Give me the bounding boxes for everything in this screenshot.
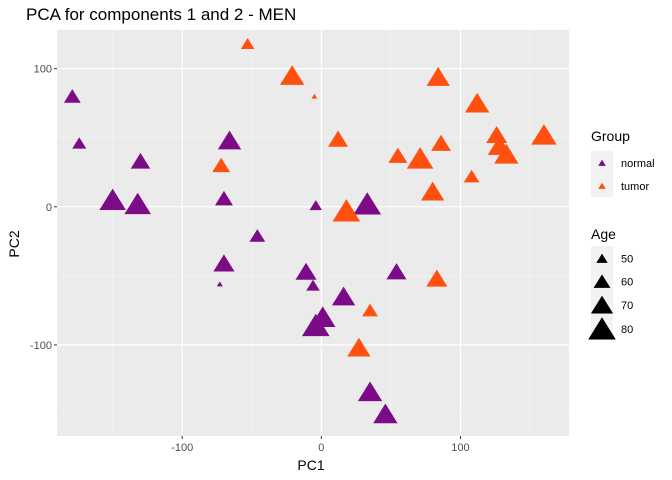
x-tick-label: -100 <box>171 442 193 454</box>
data-point-tumor <box>486 125 508 144</box>
legend-key-normal <box>598 159 606 166</box>
data-point-normal <box>357 381 383 402</box>
legend-size-key-50 <box>596 253 608 263</box>
data-point-normal <box>72 137 87 149</box>
y-tick-label: 0 <box>46 202 52 214</box>
x-tick-label: 0 <box>318 442 324 454</box>
data-point-normal <box>130 152 151 169</box>
legend-label-normal: normal <box>621 158 655 170</box>
data-point-normal <box>386 263 407 280</box>
data-point-normal <box>301 313 330 337</box>
legend-size-key-80 <box>588 317 616 340</box>
data-point-tumor <box>463 169 480 183</box>
x-axis-title: PC1 <box>297 457 324 473</box>
data-point-tumor <box>347 337 371 357</box>
legend-title-group: Group <box>591 128 630 144</box>
data-point-tumor <box>388 147 408 163</box>
data-point-normal <box>213 254 235 272</box>
data-point-normal <box>373 403 398 424</box>
legend-key-tumor <box>598 182 606 189</box>
data-point-normal <box>331 286 356 306</box>
data-point-tumor <box>426 67 450 86</box>
plot-panel <box>57 30 569 436</box>
data-point-tumor <box>311 93 318 99</box>
data-points <box>63 38 557 424</box>
data-point-normal <box>249 229 266 242</box>
legend-title-age: Age <box>591 226 616 242</box>
x-tick-label: 100 <box>451 442 469 454</box>
data-point-normal <box>216 281 223 287</box>
legend-size-key-60 <box>593 274 611 288</box>
data-point-tumor <box>464 92 490 113</box>
y-tick-label: 100 <box>34 64 52 76</box>
data-point-tumor <box>421 181 445 201</box>
y-axis-title: PC2 <box>6 230 22 257</box>
axis-ticks: -100 0 100 -100 0 100 <box>30 64 470 454</box>
data-point-normal <box>217 130 242 150</box>
data-point-normal <box>353 192 382 215</box>
data-point-tumor <box>426 269 448 287</box>
legend-size-key-70 <box>590 295 614 314</box>
data-point-tumor <box>362 303 378 317</box>
data-point-tumor <box>494 143 519 164</box>
data-point-tumor <box>430 134 452 151</box>
data-point-normal <box>309 200 323 211</box>
chart-title: PCA for components 1 and 2 - MEN <box>26 5 296 24</box>
data-point-normal <box>295 262 317 280</box>
data-point-tumor <box>212 157 231 173</box>
data-point-normal <box>124 192 151 215</box>
legend-size-label-60: 60 <box>621 277 633 289</box>
legend-size-label-80: 80 <box>621 324 633 336</box>
legend-size-label-70: 70 <box>621 300 633 312</box>
data-point-normal <box>306 279 320 291</box>
data-point-tumor <box>531 124 557 145</box>
data-point-normal <box>99 188 126 211</box>
legend: Group normal tumor Age 50 60 70 80 <box>588 128 655 340</box>
y-tick-label: -100 <box>30 340 52 352</box>
data-point-normal <box>63 89 81 103</box>
data-point-tumor <box>332 199 361 222</box>
data-point-tumor <box>279 65 305 85</box>
data-point-tumor <box>406 147 434 169</box>
data-point-tumor <box>328 130 349 147</box>
legend-size-label-50: 50 <box>621 254 633 266</box>
data-point-normal <box>215 190 233 206</box>
data-point-tumor <box>240 38 255 49</box>
legend-label-tumor: tumor <box>621 181 649 193</box>
